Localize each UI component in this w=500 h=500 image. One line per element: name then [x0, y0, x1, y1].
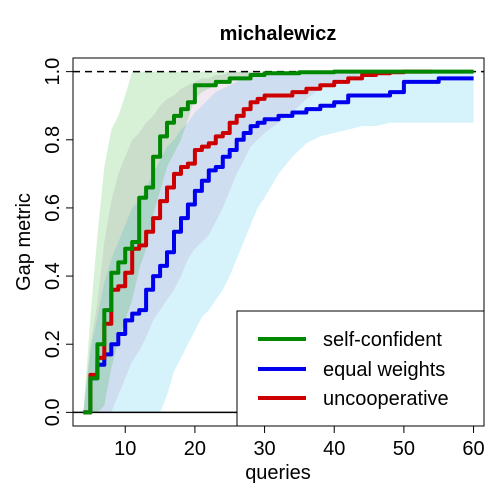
x-axis-label: queries: [245, 462, 311, 484]
y-tick-label-5: 1.0: [42, 58, 64, 86]
band-equal-weights: [83, 71, 474, 413]
series-line-uncooperative: [83, 69, 432, 415]
y-axis: 0.0 0.2 0.4 0.6 0.8 1.0: [42, 58, 73, 426]
x-tick-label-10: 10: [114, 438, 136, 460]
x-tick-label-30: 30: [253, 438, 275, 460]
y-tick-label-4: 0.8: [42, 126, 64, 154]
confidence-bands: [83, 71, 474, 413]
series-line-equal-weights: [83, 76, 474, 415]
x-tick-label-40: 40: [323, 438, 345, 460]
band-uncooperative: [83, 71, 432, 413]
y-axis-label: Gap metric: [13, 193, 35, 291]
legend-label-equal-weights: equal weights: [323, 359, 445, 381]
y-tick-label-3: 0.6: [42, 194, 64, 222]
x-tick-label-50: 50: [393, 438, 415, 460]
y-tick-label-1: 0.2: [42, 330, 64, 358]
series-line-self-confident: [83, 69, 474, 415]
x-tick-label-20: 20: [184, 438, 206, 460]
legend-label-uncooperative: uncooperative: [323, 388, 449, 410]
band-self-confident: [83, 71, 474, 413]
chart-title: michalewicz: [220, 23, 337, 45]
legend: self-confident equal weights uncooperati…: [236, 310, 485, 427]
x-tick-label-60: 60: [462, 438, 484, 460]
series-lines: [83, 69, 474, 415]
y-tick-label-2: 0.4: [42, 262, 64, 290]
y-tick-label-0: 0.0: [42, 398, 64, 426]
legend-label-self-confident: self-confident: [323, 329, 442, 351]
x-axis: 10 20 30 40 50 60: [114, 426, 485, 460]
